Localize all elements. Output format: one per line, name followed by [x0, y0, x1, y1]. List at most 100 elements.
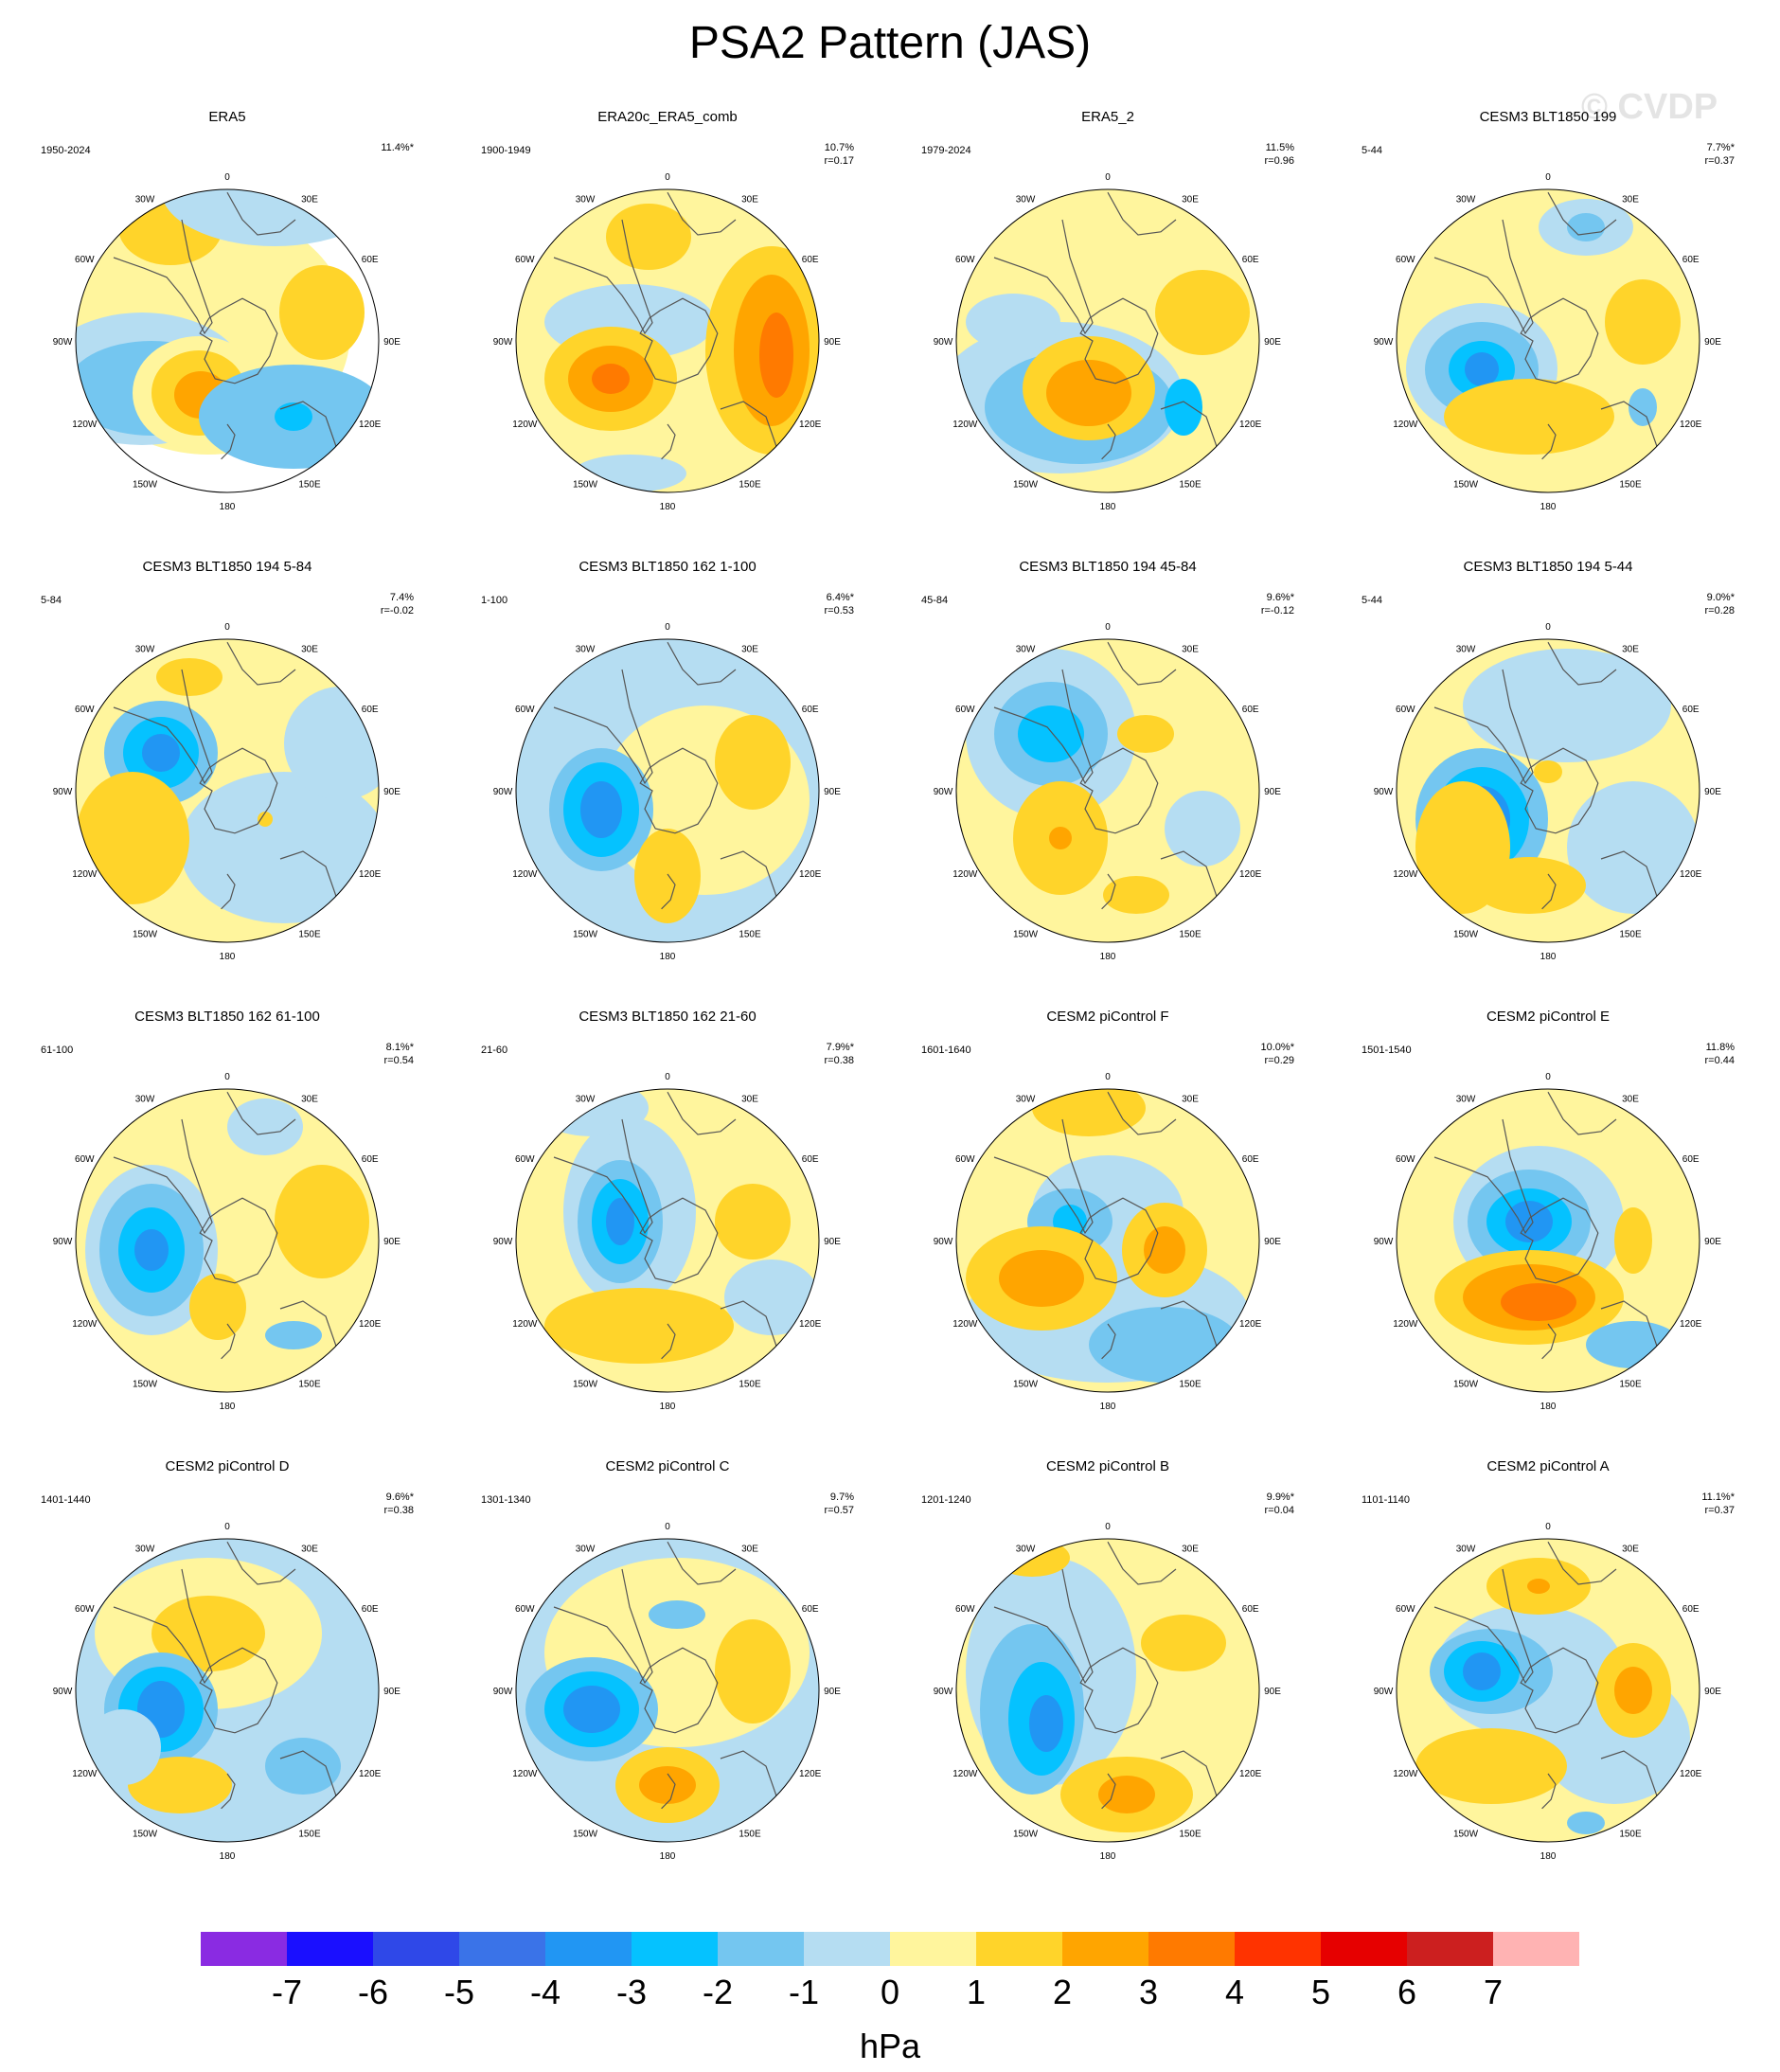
longitude-label: 120W [952, 1319, 978, 1330]
longitude-label: 60E [362, 1154, 379, 1165]
pressure-anomaly-contour [265, 1321, 322, 1349]
new-zealand-outline [221, 1323, 236, 1360]
longitude-label: 30E [1182, 1094, 1199, 1104]
longitude-label: 150W [133, 1380, 158, 1390]
pressure-anomaly-contour [161, 189, 379, 246]
pressure-anomaly-contour [715, 715, 791, 810]
longitude-label: 30W [1016, 1544, 1036, 1554]
pressure-anomaly-contour [1567, 781, 1700, 914]
colorbar-units: hPa [859, 2027, 921, 2065]
panel-title: CESM3 BLT1850 194 5-84 [142, 559, 312, 575]
polar-map: 0 30E 60E 90E 120E 150E 180 150W 120W 90W 60W 30W [493, 172, 842, 512]
longitude-label: 0 [1105, 1072, 1111, 1082]
longitude-label: 30W [135, 1094, 155, 1104]
pressure-anomaly-contour [1465, 352, 1499, 386]
longitude-label: 150E [1179, 1380, 1202, 1390]
new-zealand-outline [221, 1773, 236, 1810]
africa-outline [226, 641, 296, 686]
longitude-label: 180 [660, 1402, 676, 1412]
colorbar-tick-label: 4 [1224, 1973, 1245, 2011]
longitude-label: 0 [1545, 1522, 1551, 1532]
colorbar-tick-label: -3 [615, 1973, 647, 2011]
pattern-correlation: r=0.38 [383, 1505, 415, 1516]
longitude-label: 0 [224, 1522, 230, 1532]
south-america-outline [993, 1118, 1094, 1235]
south-america-outline [993, 219, 1094, 335]
longitude-label: 0 [1105, 1522, 1111, 1532]
map-panel: CESM3 BLT1850 194 5-84 5-84 7.4% r=-0.02 0 30… [5, 559, 450, 1008]
map-boundary [515, 188, 820, 493]
longitude-label: 120E [1680, 420, 1702, 430]
panel-title: CESM2 piControl E [1486, 1009, 1611, 1025]
longitude-label: 90W [934, 787, 953, 797]
polar-map: 0 30E 60E 90E 120E 150E 180 150W 120W 90W 60W 30W [1374, 622, 1722, 962]
longitude-label: 30W [1016, 1094, 1036, 1104]
africa-outline [667, 191, 737, 236]
longitude-label: 30E [1182, 194, 1199, 205]
south-america-outline [553, 1568, 653, 1685]
panel-period: 61-100 [41, 1045, 74, 1056]
pressure-anomaly-contour [227, 1099, 303, 1155]
panel-title: CESM3 BLT1850 162 1-100 [578, 559, 756, 575]
pressure-anomaly-contour [715, 1184, 791, 1259]
explained-variance: 11.4%* [381, 142, 414, 153]
explained-variance: 9.7% [829, 1491, 854, 1503]
pressure-anomaly-contour [1155, 270, 1250, 355]
colorbar-swatch [373, 1932, 459, 1966]
longitude-label: 150E [739, 1830, 761, 1840]
map-boundary [1396, 1088, 1700, 1393]
longitude-label: 90W [1374, 1687, 1394, 1697]
longitude-label: 60E [1682, 1154, 1700, 1165]
longitude-label: 0 [1105, 172, 1111, 183]
longitude-label: 30E [1182, 1544, 1199, 1554]
south-america-outline [1433, 669, 1534, 785]
map-panel: CESM2 piControl A 1101-1140 11.1%* r=0.37 0 3… [1326, 1458, 1771, 1907]
panel-period: 1401-1440 [41, 1494, 91, 1506]
pressure-anomaly-contour [128, 1757, 232, 1813]
africa-outline [667, 641, 737, 686]
longitude-label: 150E [1619, 480, 1642, 491]
longitude-label: 120E [1680, 1319, 1702, 1330]
longitude-label: 60E [1242, 705, 1259, 715]
new-zealand-outline [1101, 1323, 1116, 1360]
pressure-anomaly-contour [279, 265, 365, 360]
longitude-label: 90W [53, 1687, 73, 1697]
longitude-label: 180 [220, 1402, 236, 1412]
antarctica-outline [199, 297, 278, 384]
map-panel: CESM3 BLT1850 162 1-100 1-100 6.4%* r=0.53 0… [445, 559, 890, 1008]
longitude-label: 0 [1545, 622, 1551, 633]
longitude-label: 30E [1622, 644, 1639, 654]
new-zealand-outline [1541, 423, 1557, 460]
new-zealand-outline [661, 423, 676, 460]
longitude-label: 90W [934, 1687, 953, 1697]
pressure-anomaly-contour [1117, 715, 1174, 753]
pressure-anomaly-contour [759, 313, 793, 398]
colorbar-tick-label: 6 [1397, 1973, 1417, 2011]
south-america-outline [553, 219, 653, 335]
longitude-label: 120W [1393, 420, 1418, 430]
panel-stats: 10.7% r=0.17 [825, 141, 855, 168]
longitude-label: 120E [799, 1769, 822, 1779]
colorbar-tick-label: 0 [880, 1973, 900, 2011]
explained-variance: 10.0%* [1260, 1042, 1294, 1053]
longitude-label: 90E [1704, 787, 1721, 797]
pressure-anomaly-contour [535, 1089, 649, 1136]
longitude-label: 90E [383, 1237, 400, 1247]
longitude-label: 150E [739, 930, 761, 940]
longitude-label: 120E [1239, 1769, 1262, 1779]
longitude-label: 60E [1682, 1604, 1700, 1615]
pressure-anomaly-contour [189, 1274, 246, 1340]
panel-period: 21-60 [481, 1045, 508, 1056]
pressure-anomaly-contour [544, 1288, 734, 1364]
longitude-label: 0 [224, 622, 230, 633]
pressure-anomaly-contour [180, 772, 379, 923]
longitude-label: 180 [220, 502, 236, 512]
polar-map: 0 30E 60E 90E 120E 150E 180 150W 120W 90W 60W 30W [934, 1522, 1282, 1862]
pressure-anomaly-contour [649, 1600, 705, 1629]
pressure-anomaly-contour [1501, 1283, 1576, 1321]
pattern-correlation: r=-0.12 [1260, 605, 1294, 616]
panel-period: 1-100 [481, 595, 508, 606]
africa-outline [667, 1091, 737, 1135]
longitude-label: 90E [383, 787, 400, 797]
pressure-anomaly-contour [1444, 379, 1614, 455]
